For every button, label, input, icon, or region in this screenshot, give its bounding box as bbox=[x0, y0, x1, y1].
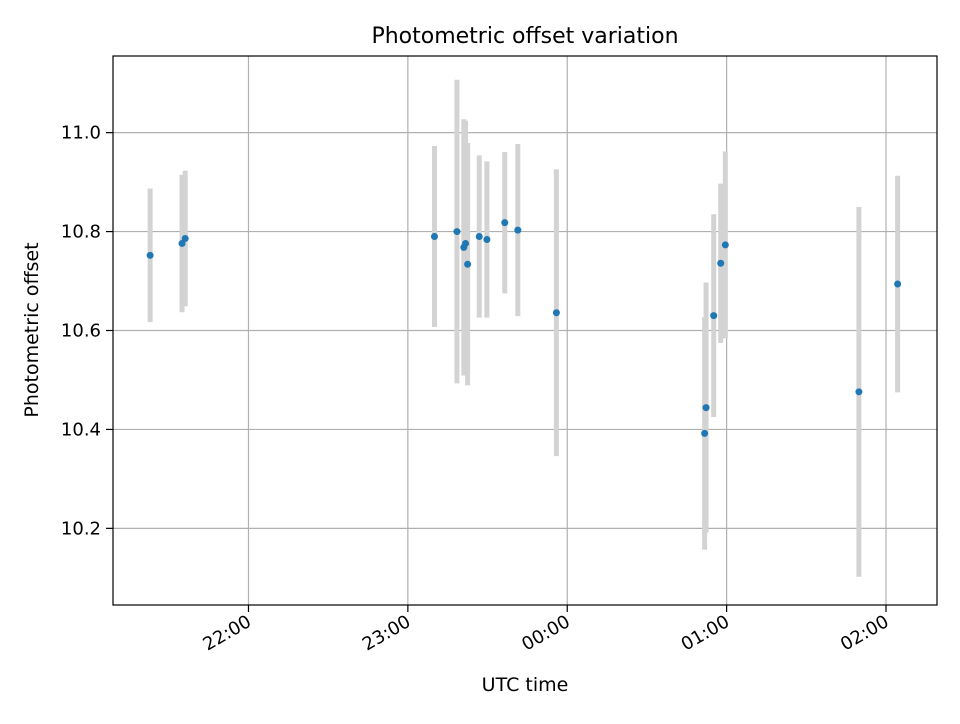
data-point bbox=[453, 228, 461, 236]
y-tick-label: 10.2 bbox=[61, 518, 101, 539]
y-grid-lines bbox=[113, 132, 937, 529]
data-point bbox=[702, 404, 710, 412]
data-point bbox=[464, 260, 472, 268]
data-point bbox=[501, 219, 509, 227]
data-point bbox=[181, 235, 189, 243]
data-point bbox=[462, 239, 470, 247]
data-point bbox=[430, 233, 438, 241]
data-point bbox=[721, 241, 729, 249]
x-axis-label: UTC time bbox=[482, 674, 569, 696]
data-point bbox=[701, 429, 709, 437]
data-point bbox=[855, 388, 863, 396]
y-tick-label: 10.8 bbox=[61, 222, 101, 243]
data-points bbox=[146, 219, 902, 437]
chart-title: Photometric offset variation bbox=[371, 24, 678, 49]
data-point bbox=[483, 235, 491, 243]
data-point bbox=[710, 312, 718, 320]
y-axis-label: Photometric offset bbox=[21, 242, 43, 417]
data-point bbox=[552, 309, 560, 317]
data-point bbox=[717, 259, 725, 267]
data-point bbox=[146, 251, 154, 259]
data-point bbox=[178, 239, 186, 247]
data-point bbox=[475, 233, 483, 241]
y-tick-label: 11.0 bbox=[61, 123, 101, 144]
data-point bbox=[514, 226, 522, 234]
y-axis-ticks: 10.2 10.4 10.6 10.8 11.0 bbox=[61, 123, 113, 539]
y-tick-label: 10.4 bbox=[61, 419, 101, 440]
y-tick-label: 10.6 bbox=[61, 321, 101, 342]
data-point bbox=[894, 280, 902, 288]
